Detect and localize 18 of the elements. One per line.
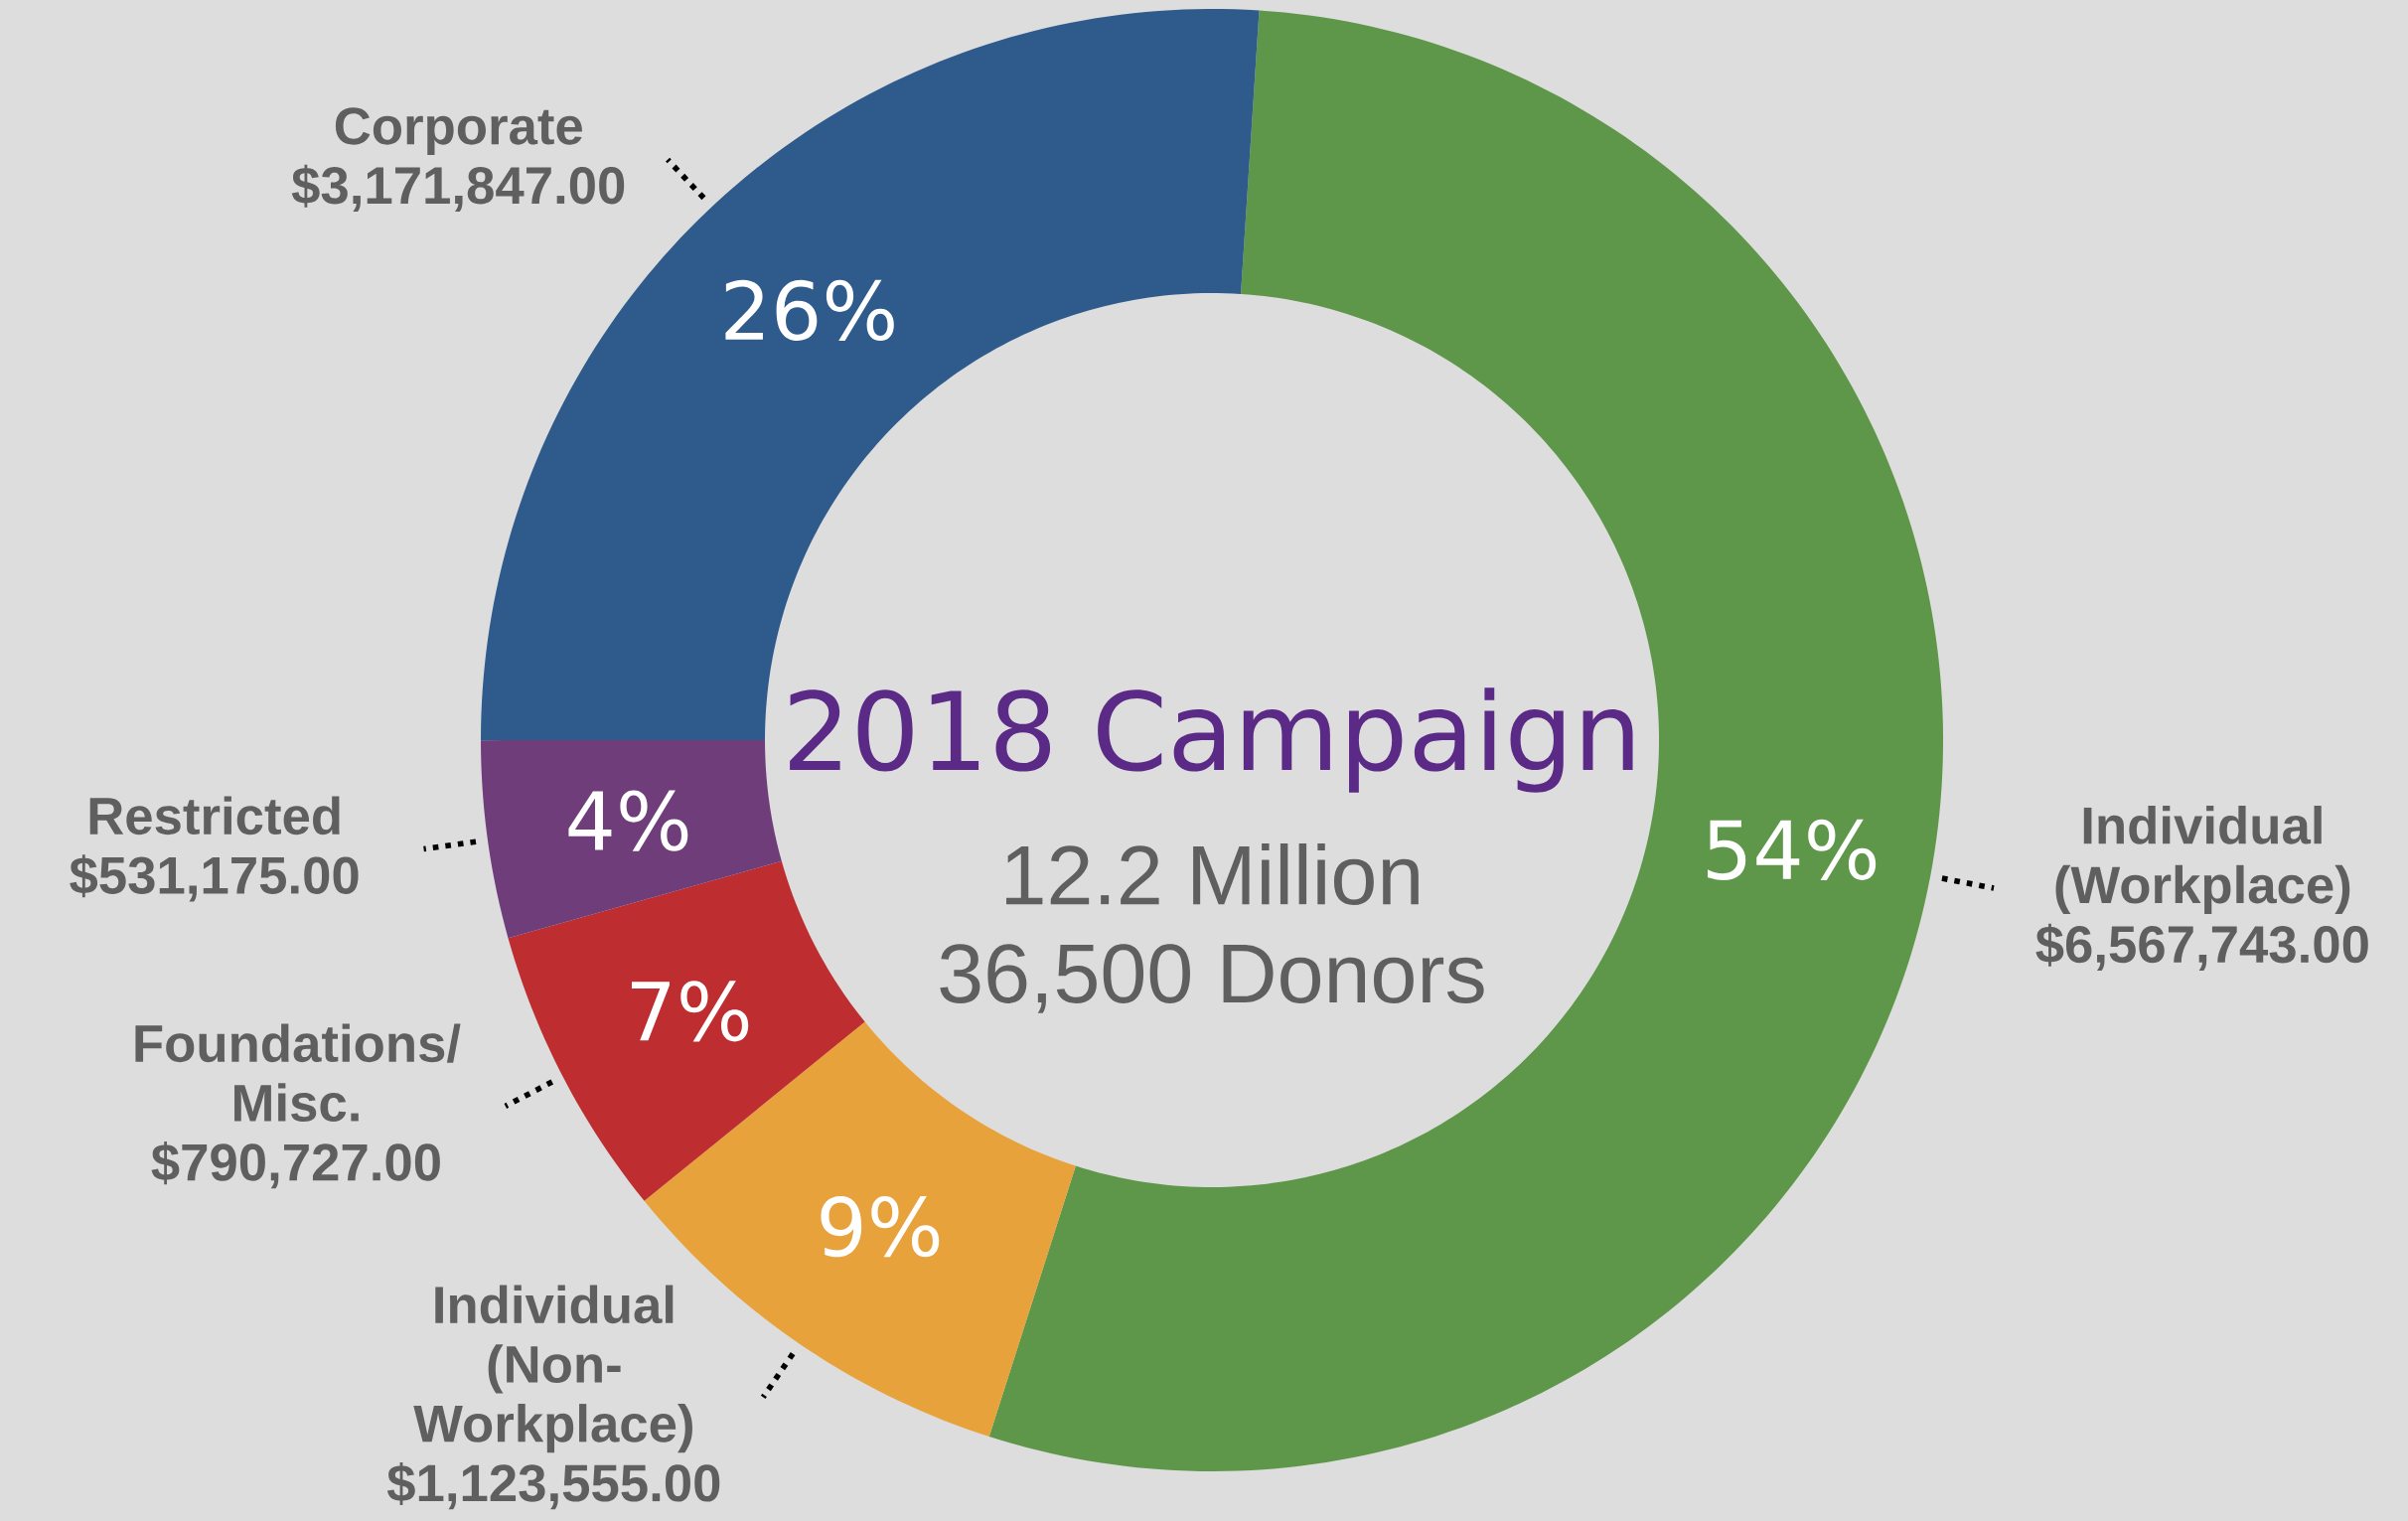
text: 7% [631, 981, 749, 1042]
text: 4% [568, 790, 688, 851]
text: 9% [821, 1196, 940, 1258]
text: 12.2 Million [1006, 842, 1419, 905]
slice-label: Individual (Workplace) [2055, 806, 2350, 914]
slice-label: Foundations/ Misc. [135, 1023, 461, 1122]
text: 2018 Campaign [790, 687, 1633, 793]
data-label: $790,727.00 [151, 1141, 440, 1189]
slice-label: Individual (Non-Workplace) [413, 1285, 692, 1453]
text: 54% [1708, 819, 1877, 880]
data-label: $6,567,743.00 [2035, 923, 2368, 971]
text: 36,500 Donors [940, 944, 1484, 1013]
text: 26% [725, 279, 894, 341]
data-label: $3,171,847.00 [291, 164, 625, 213]
data-label: $531,175.00 [70, 854, 359, 902]
slice-label: Restricted [89, 796, 340, 836]
data-label: $1,123,555.00 [386, 1461, 720, 1510]
slice-label: Corporate [335, 107, 582, 156]
